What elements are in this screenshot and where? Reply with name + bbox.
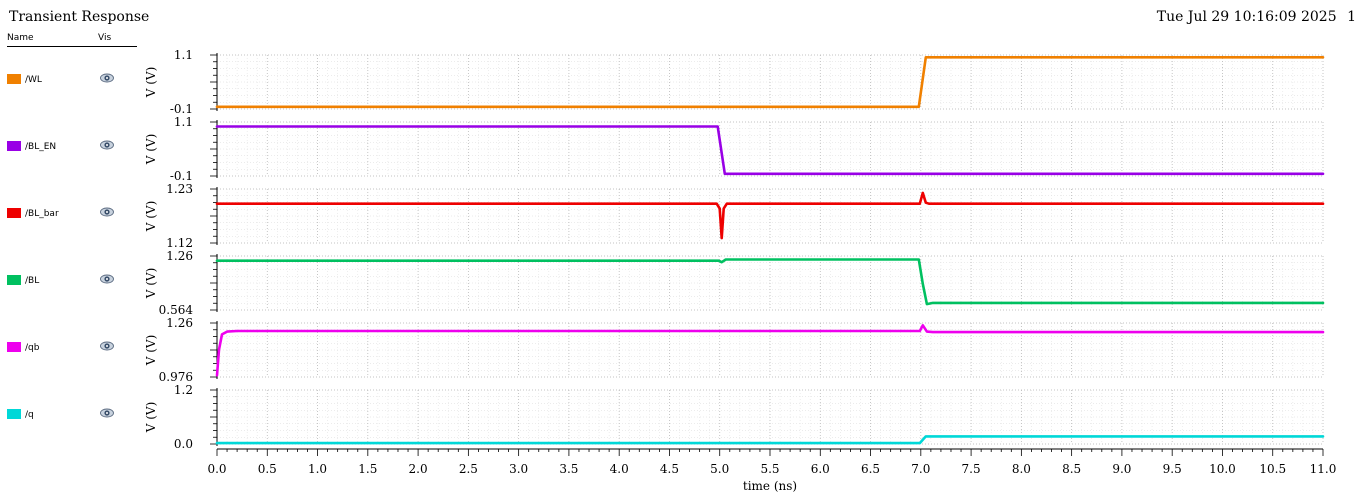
series-line-wl	[215, 55, 1325, 109]
y-axis-label: V (V)	[144, 134, 158, 166]
legend-item-label: /WL	[25, 75, 42, 85]
eye-icon[interactable]	[100, 73, 114, 83]
x-tick-label: 3.5	[559, 462, 578, 476]
panel-bl_bar: 1.23 1.12 V (V)	[144, 182, 1325, 250]
eye-icon[interactable]	[100, 341, 114, 351]
x-tick-label: 1.5	[358, 462, 377, 476]
x-tick-label: 10.0	[1209, 462, 1236, 476]
series-line-bl	[215, 258, 1325, 306]
y-axis-label: V (V)	[144, 201, 158, 233]
x-tick-label: 7.0	[911, 462, 930, 476]
x-tick-label: 9.0	[1112, 462, 1131, 476]
legend-swatch	[7, 409, 21, 419]
x-tick-label: 0.5	[258, 462, 277, 476]
y-tick-label: 0.976	[159, 370, 193, 384]
y-axis-label: V (V)	[144, 67, 158, 99]
series-line-bl_bar	[215, 191, 1325, 240]
series-line-qb	[215, 323, 1325, 377]
legend-item-label: /q	[25, 410, 34, 420]
datetime-stamp: Tue Jul 29 10:16:09 2025 1	[1157, 9, 1356, 25]
x-tick-label: 0.0	[207, 462, 226, 476]
panel-bl_en: 1.1 -0.1 V (V)	[144, 115, 1325, 183]
series-line-q	[215, 435, 1325, 445]
x-tick-label: 6.0	[811, 462, 830, 476]
x-tick-label: 8.0	[1012, 462, 1031, 476]
y-tick-label: 1.1	[174, 115, 193, 129]
legend-swatch	[7, 208, 21, 218]
legend-item-label: /BL_EN	[25, 142, 57, 152]
x-tick-label: 2.5	[459, 462, 478, 476]
legend-item-label: /BL_bar	[25, 209, 59, 219]
legend-swatch	[7, 275, 21, 285]
legend-item-label: /BL	[25, 276, 40, 286]
x-tick-label: 4.5	[660, 462, 679, 476]
y-axis-label: V (V)	[144, 402, 158, 434]
eye-icon[interactable]	[100, 140, 114, 150]
y-tick-label: 1.1	[174, 48, 193, 62]
window-title: Transient Response	[9, 9, 150, 25]
y-axis-label: V (V)	[144, 268, 158, 300]
legend-swatch	[7, 74, 21, 84]
eye-icon[interactable]	[100, 408, 114, 418]
page-number: 1	[1347, 9, 1356, 25]
legend-vis-header: Vis	[98, 33, 112, 43]
x-tick-label: 5.5	[760, 462, 779, 476]
x-tick-label: 1.0	[308, 462, 327, 476]
x-axis-label: time (ns)	[743, 479, 797, 493]
y-tick-label: 1.12	[166, 236, 193, 250]
series-line-bl_en	[215, 125, 1325, 176]
y-tick-label: 1.26	[166, 316, 193, 330]
x-tick-label: 8.5	[1062, 462, 1081, 476]
y-tick-label: 0.0	[174, 437, 193, 451]
x-tick-label: 6.5	[861, 462, 880, 476]
y-tick-label: -0.1	[170, 169, 193, 183]
x-tick-label: 5.0	[710, 462, 729, 476]
datetime-text: Tue Jul 29 10:16:09 2025	[1156, 9, 1337, 25]
legend-swatch	[7, 141, 21, 151]
y-axis-label: V (V)	[144, 335, 158, 367]
legend-item-label: /qb	[25, 343, 40, 353]
y-tick-label: -0.1	[170, 102, 193, 116]
x-tick-label: 11.0	[1310, 462, 1337, 476]
x-axis: 0.0 0.5 1.0 1.5 2.0 2.5 3.0 3.5 4.0 4.5 5.0 5.5 6.0 6…	[207, 448, 1337, 493]
y-tick-label: 1.2	[174, 383, 193, 397]
legend-name-header: Name	[7, 33, 34, 43]
legend-header: Name Vis	[7, 33, 137, 47]
eye-icon[interactable]	[100, 207, 114, 217]
y-tick-label: 0.564	[159, 303, 194, 317]
eye-icon[interactable]	[100, 274, 114, 284]
panel-q: 1.2 0.0 V (V)	[144, 383, 1325, 451]
y-tick-label: 1.23	[166, 182, 193, 196]
x-tick-label: 9.5	[1163, 462, 1182, 476]
legend-swatch	[7, 342, 21, 352]
x-tick-label: 10.5	[1259, 462, 1286, 476]
x-tick-label: 7.5	[962, 462, 981, 476]
x-tick-label: 3.0	[509, 462, 528, 476]
panel-wl: 1.1 -0.1 V (V)	[144, 48, 1325, 116]
x-tick-label: 4.0	[610, 462, 629, 476]
x-tick-label: 2.0	[409, 462, 428, 476]
y-tick-label: 1.26	[166, 249, 193, 263]
